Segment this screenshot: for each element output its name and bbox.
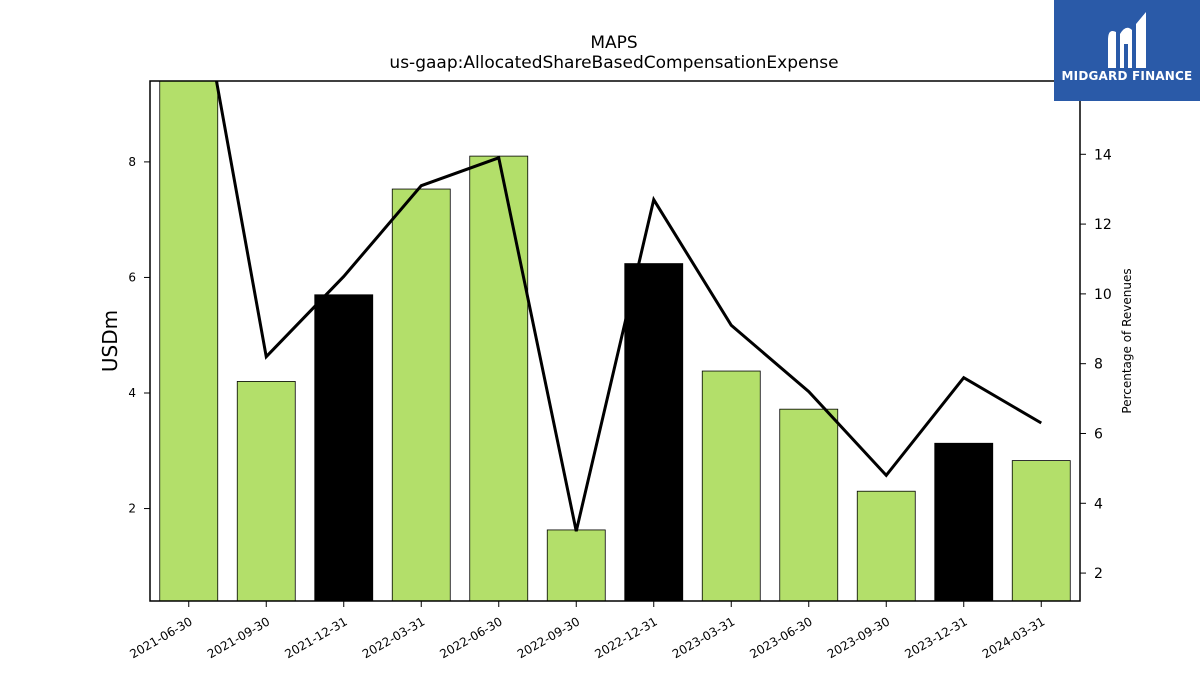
y-tick-label: 6 (128, 270, 136, 284)
bar (469, 155, 529, 602)
bar (779, 408, 839, 602)
bar (314, 294, 374, 602)
x-tick-label: 2023-12-31 (902, 614, 969, 661)
plot-frame (149, 80, 1081, 602)
chart-title: MAPS (590, 33, 637, 53)
y-tick-label: 4 (128, 386, 136, 400)
y2-tick-label: 6 (1094, 426, 1103, 442)
x-axis-ticks: 2021-06-30 2021-09-30 2021-12-31 2022-03-31… (127, 601, 1047, 661)
bar (856, 490, 916, 602)
y2-axis-label: Percentage of Revenues (1120, 268, 1134, 413)
y2-tick-label: 12 (1094, 217, 1112, 233)
y-tick-label: 2 (128, 502, 136, 516)
x-tick-label: 2023-03-31 (670, 614, 737, 661)
logo-mark-icon (1108, 12, 1146, 68)
y-axis-label: USDm (98, 310, 122, 372)
line-series (214, 81, 1043, 532)
right-axis-ticks: 2 4 6 8 10 12 14 (1080, 147, 1112, 582)
bar (391, 188, 451, 602)
left-axis-ticks: 2 4 6 8 (128, 155, 150, 516)
x-tick-label: 2022-06-30 (437, 614, 504, 661)
x-tick-label: 2023-09-30 (825, 614, 892, 661)
logo-text: MIDGARD FINANCE (1061, 69, 1193, 83)
x-tick-label: 2021-06-30 (127, 614, 194, 661)
y2-tick-label: 14 (1094, 147, 1112, 163)
bar (159, 80, 219, 602)
bar (1011, 460, 1071, 602)
bar (934, 442, 994, 602)
bar (236, 381, 296, 602)
brand-logo: MIDGARD FINANCE (1054, 0, 1200, 101)
x-tick-label: 2022-03-31 (360, 614, 427, 661)
bar (701, 370, 761, 602)
bar-series (159, 80, 1071, 602)
y2-tick-label: 8 (1094, 357, 1103, 373)
y2-tick-label: 10 (1094, 287, 1112, 303)
series-line (214, 81, 1043, 532)
chart-subtitle: us-gaap:AllocatedShareBasedCompensationE… (389, 53, 838, 73)
y-tick-label: 8 (128, 155, 136, 169)
x-tick-label: 2021-09-30 (205, 614, 272, 661)
x-tick-label: 2023-06-30 (747, 614, 814, 661)
x-tick-label: 2024-03-31 (980, 614, 1047, 661)
y2-tick-label: 2 (1094, 566, 1103, 582)
bar (624, 263, 684, 602)
y2-tick-label: 4 (1094, 496, 1103, 512)
x-tick-label: 2022-09-30 (515, 614, 582, 661)
x-tick-label: 2022-12-31 (592, 614, 659, 661)
x-tick-label: 2021-12-31 (282, 614, 349, 661)
bar (546, 529, 606, 602)
